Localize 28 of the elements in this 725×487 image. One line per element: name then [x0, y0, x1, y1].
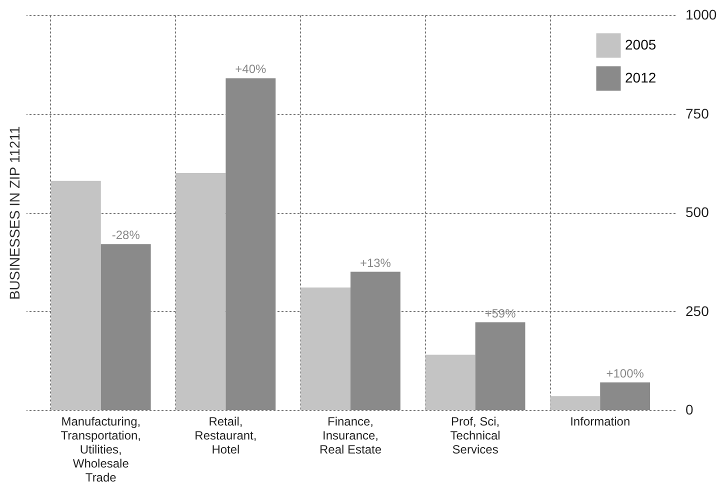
bar — [475, 322, 526, 410]
annotation: +13% — [360, 256, 392, 270]
legend-label: 2012 — [625, 70, 656, 86]
bar — [350, 272, 400, 410]
annotation: +100% — [606, 366, 644, 380]
y-tick-label: 1000 — [686, 6, 717, 22]
y-axis-title: BUSINESSES IN ZIP 11211 — [6, 126, 22, 300]
y-tick-label: 750 — [686, 105, 710, 122]
legend-label: 2005 — [625, 36, 656, 52]
annotation: +59% — [484, 306, 516, 320]
y-tick-label: 500 — [686, 204, 710, 220]
x-tick-label: Information — [570, 414, 630, 428]
bar — [600, 382, 650, 410]
bar — [300, 288, 350, 410]
bar — [176, 173, 226, 410]
bar — [550, 396, 600, 410]
bar — [425, 354, 476, 410]
bar — [50, 180, 101, 410]
annotation: +40% — [235, 62, 266, 76]
y-tick-label: 0 — [686, 402, 694, 418]
bar — [100, 244, 151, 410]
x-tick-label: Retail, Restaurant, Hotel — [194, 414, 257, 456]
x-tick-label: Manufacturing, Transportation, Utilities, Wholesale Trade — [60, 414, 142, 484]
x-tick-label: Prof, Sci, Technical Services — [450, 414, 500, 456]
y-tick-label: 250 — [686, 302, 710, 319]
x-tick-label: Finance, Insurance, Real Estate — [319, 414, 382, 456]
bar — [226, 78, 276, 410]
annotation: -28% — [112, 228, 140, 242]
